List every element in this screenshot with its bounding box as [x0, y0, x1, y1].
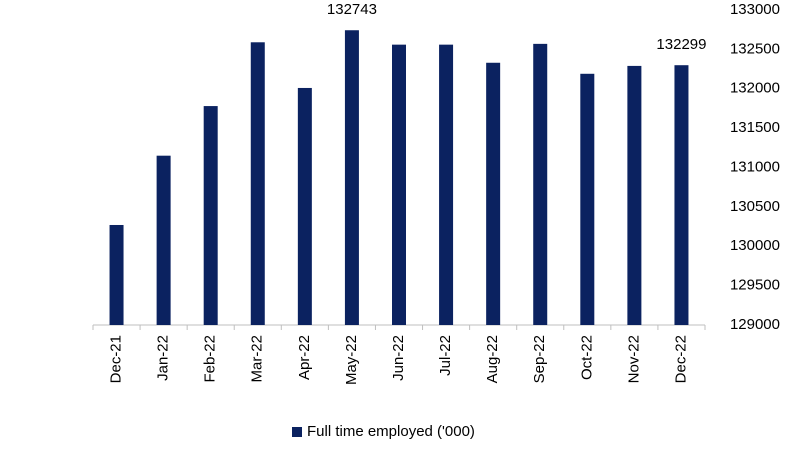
- x-tick-label: Oct-22: [578, 335, 595, 380]
- x-tick-label: Sep-22: [531, 335, 548, 383]
- y-tick-label: 131000: [730, 158, 780, 175]
- legend-swatch: [292, 427, 302, 437]
- data-label: 132743: [327, 1, 377, 18]
- bar: [344, 30, 359, 326]
- bar: [156, 155, 171, 325]
- data-label: 132299: [656, 36, 706, 53]
- y-tick-label: 129000: [730, 316, 780, 333]
- x-tick-label: Mar-22: [249, 335, 266, 383]
- bar: [297, 87, 312, 326]
- bar: [109, 224, 124, 325]
- y-tick-label: 133000: [730, 1, 780, 18]
- y-tick-label: 132500: [730, 40, 780, 57]
- x-tick-label: May-22: [343, 335, 360, 385]
- bar: [486, 62, 501, 325]
- x-tick-label: Jun-22: [390, 335, 407, 381]
- y-tick-label: 129500: [730, 277, 780, 294]
- y-tick-label: 130500: [730, 198, 780, 215]
- bar: [580, 73, 595, 325]
- bar: [674, 65, 689, 326]
- x-tick-label: Feb-22: [202, 335, 219, 383]
- x-tick-label: Apr-22: [296, 335, 313, 380]
- y-tick-label: 131500: [730, 119, 780, 136]
- bar: [250, 42, 265, 325]
- x-tick-label: Aug-22: [484, 335, 501, 383]
- y-tick-label: 130000: [730, 237, 780, 254]
- bar: [392, 44, 406, 326]
- x-tick-label: Dec-22: [672, 335, 689, 383]
- x-tick-label: Dec-21: [108, 335, 125, 383]
- legend-label: Full time employed ('000): [307, 423, 475, 440]
- x-tick-label: Jul-22: [437, 335, 454, 376]
- y-tick-label: 132000: [730, 80, 780, 97]
- bar: [627, 65, 642, 325]
- x-tick-label: Nov-22: [625, 335, 642, 383]
- bar: [533, 43, 548, 326]
- bar: [203, 106, 218, 325]
- bar: [439, 44, 454, 326]
- x-tick-label: Jan-22: [155, 335, 172, 381]
